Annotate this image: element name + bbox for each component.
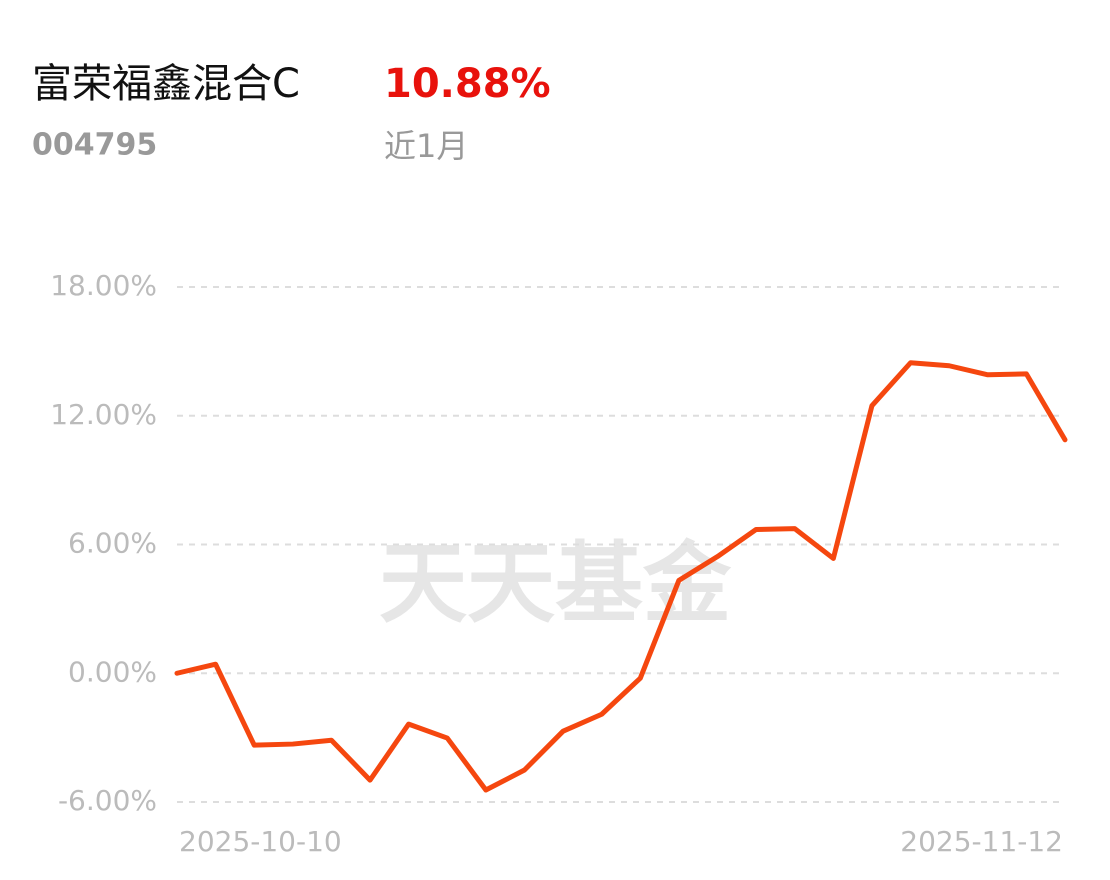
- watermark: 天天基金: [379, 532, 732, 635]
- y-tick-label: 0.00%: [68, 655, 157, 688]
- fund-return: 10.88%: [384, 61, 551, 107]
- y-tick-label: 6.00%: [68, 527, 157, 560]
- series-line: [174, 360, 1068, 793]
- y-tick-label: -6.00%: [58, 784, 157, 817]
- x-tick-label: 2025-11-12: [900, 825, 1063, 858]
- y-tick-label: 12.00%: [50, 398, 157, 431]
- x-tick-label: 2025-10-10: [179, 825, 342, 858]
- period-label: 近1月: [384, 127, 468, 165]
- y-tick-label: 18.00%: [50, 269, 157, 302]
- fund-code: 004795: [32, 128, 157, 163]
- fund-title: 富荣福鑫混合C: [32, 61, 300, 107]
